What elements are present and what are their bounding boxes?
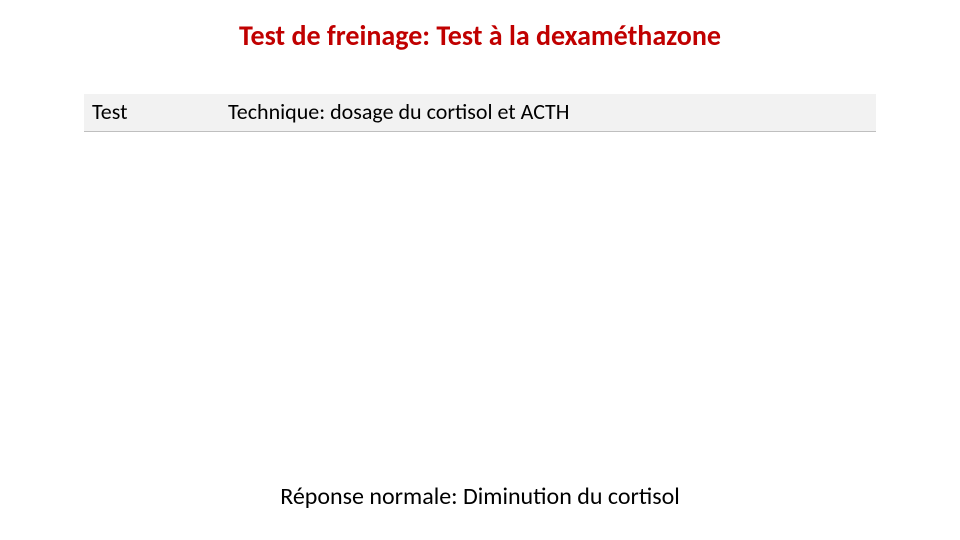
footer-text: Réponse normale: Diminution du cortisol <box>0 482 960 511</box>
table-container: Test Technique: dosage du cortisol et AC… <box>84 94 876 132</box>
slide-title: Test de freinage: Test à la dexaméthazon… <box>0 18 960 53</box>
cell-test-label: Test <box>84 94 220 132</box>
slide: Test de freinage: Test à la dexaméthazon… <box>0 0 960 540</box>
data-table: Test Technique: dosage du cortisol et AC… <box>84 94 876 132</box>
cell-technique: Technique: dosage du cortisol et ACTH <box>220 94 876 132</box>
table-row: Test Technique: dosage du cortisol et AC… <box>84 94 876 132</box>
